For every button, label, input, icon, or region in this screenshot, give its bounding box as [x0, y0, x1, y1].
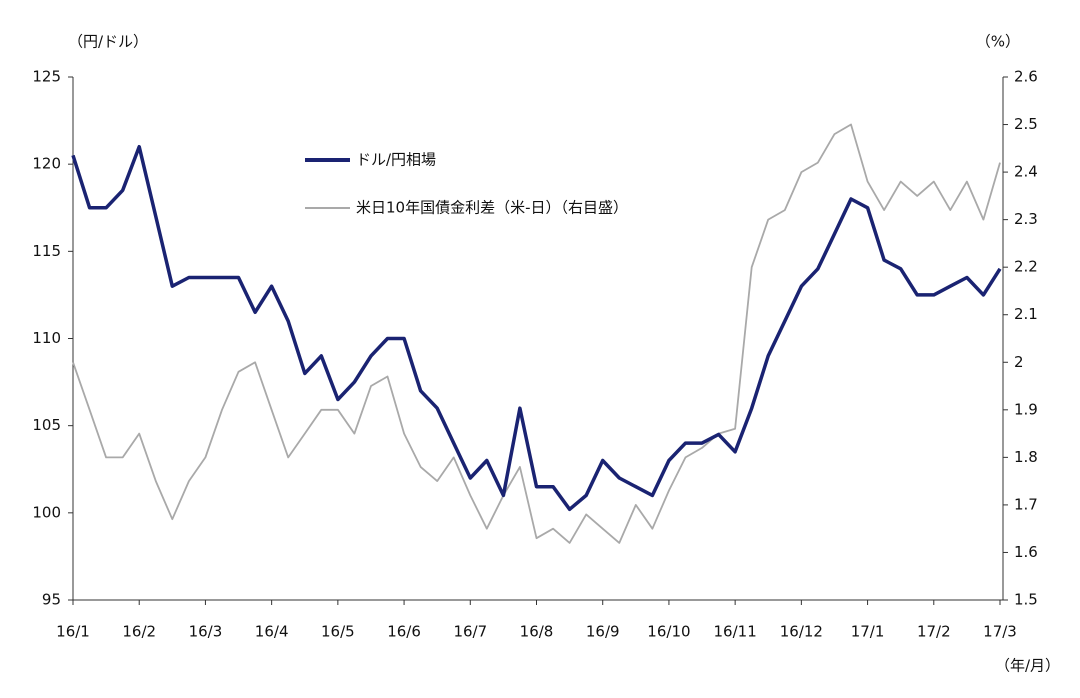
y-tick-label: 110 — [32, 329, 61, 347]
y2-tick-label: 2 — [1014, 353, 1024, 371]
x-tick-label: 16/8 — [520, 623, 554, 641]
y2-tick-label: 1.5 — [1014, 591, 1038, 609]
x-tick-label: 16/4 — [255, 623, 289, 641]
x-tick-label: 16/11 — [714, 623, 757, 641]
y-tick-label: 120 — [32, 155, 61, 173]
y2-tick-label: 1.7 — [1014, 495, 1038, 513]
y2-tick-label: 2.4 — [1014, 163, 1038, 181]
x-tick-label: 16/6 — [387, 623, 421, 641]
legend-label: ドル/円相場 — [356, 151, 436, 169]
x-tick-label: 16/7 — [453, 623, 487, 641]
x-tick-label: 16/12 — [780, 623, 823, 641]
y2-tick-label: 2.6 — [1014, 68, 1038, 86]
x-tick-label: 16/10 — [647, 623, 690, 641]
series-line — [72, 123, 1001, 544]
y2-tick-label: 2.5 — [1014, 115, 1038, 133]
x-axis-label: （年/月） — [995, 657, 1060, 675]
legend-label: 米日10年国債金利差（米-日）（右目盛） — [356, 199, 628, 217]
y2-tick-label: 1.8 — [1014, 448, 1038, 466]
y-tick-label: 115 — [32, 242, 61, 260]
x-tick-label: 17/3 — [983, 623, 1017, 641]
series-line — [71, 144, 1002, 512]
y2-tick-label: 2.3 — [1014, 210, 1038, 228]
y-tick-label: 95 — [42, 591, 61, 609]
y-tick-label: 105 — [32, 416, 61, 434]
y2-tick-label: 1.6 — [1014, 543, 1038, 561]
x-tick-label: 16/2 — [122, 623, 156, 641]
y2-tick-label: 2.1 — [1014, 305, 1038, 323]
y2-tick-label: 1.9 — [1014, 400, 1038, 418]
x-tick-label: 16/9 — [586, 623, 620, 641]
y2-axis-label: （%） — [976, 33, 1020, 51]
x-tick-label: 16/5 — [321, 623, 355, 641]
x-tick-label: 16/1 — [56, 623, 90, 641]
x-tick-label: 17/1 — [851, 623, 885, 641]
y-tick-label: 100 — [32, 503, 61, 521]
x-tick-label: 17/2 — [917, 623, 951, 641]
y-tick-label: 125 — [32, 68, 61, 86]
x-tick-label: 16/3 — [189, 623, 223, 641]
y-axis-label: （円/ドル） — [68, 33, 148, 51]
y2-tick-label: 2.2 — [1014, 258, 1038, 276]
